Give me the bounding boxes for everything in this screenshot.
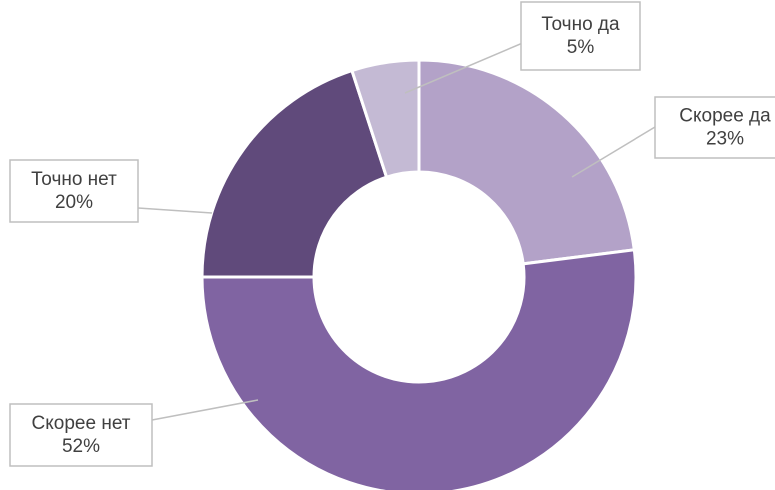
value-label: 23% <box>706 129 744 150</box>
donut-slice <box>350 58 421 180</box>
donut-slice <box>417 58 636 266</box>
category-label: Точно нет <box>31 169 117 190</box>
leader-line <box>151 399 259 421</box>
leader-line <box>137 207 213 214</box>
category-label: Скорее да <box>679 106 771 127</box>
value-label: 52% <box>62 436 100 457</box>
label-box <box>654 96 775 159</box>
label-box <box>9 403 153 467</box>
label-box <box>520 1 641 71</box>
leader-line <box>404 41 526 94</box>
value-label: 20% <box>55 192 93 213</box>
category-label: Скорее нет <box>32 413 131 434</box>
donut-slice <box>200 68 389 279</box>
leader-line <box>571 126 656 178</box>
donut-slice <box>200 248 638 490</box>
category-label: Точно да <box>541 14 620 35</box>
value-label: 5% <box>567 37 595 58</box>
label-box <box>9 159 139 223</box>
